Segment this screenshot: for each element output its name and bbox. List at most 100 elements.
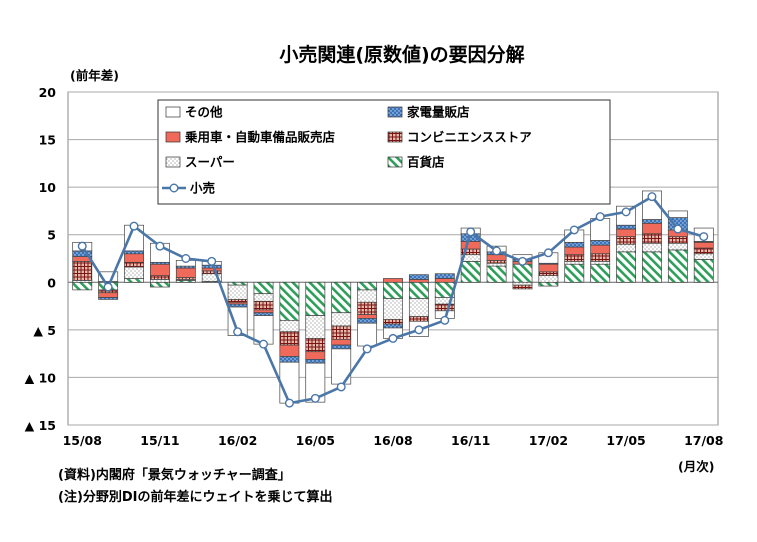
bar-segment: [460, 241, 481, 250]
bar-segment: [408, 274, 429, 280]
legend-swatch: [387, 106, 403, 118]
bar-segment: [383, 319, 403, 325]
retail-point: [673, 224, 683, 234]
bar-segment: [150, 263, 170, 276]
bar-segment: [253, 309, 274, 314]
x-tick-label: 15/11: [140, 433, 179, 448]
legend-swatch: [165, 156, 181, 168]
x-axis-label: (月次): [678, 459, 714, 474]
bar-segment: [667, 249, 688, 283]
x-tick-label: 17/02: [529, 433, 568, 448]
bar-segment: [667, 242, 688, 251]
bar-segment: [331, 339, 352, 346]
bar-segment: [538, 263, 559, 273]
y-tick-label: ▲ 5: [33, 323, 56, 338]
y-tick-label: 15: [39, 133, 56, 148]
y-tick-label: 20: [39, 85, 57, 100]
bar-segment: [305, 359, 326, 364]
legend-swatch: [387, 156, 403, 168]
bar-segment: [331, 325, 352, 340]
bar-segment: [538, 275, 559, 283]
bar-segment: [616, 251, 636, 283]
stacked-bars: [72, 190, 714, 404]
retail-point: [233, 327, 243, 337]
bar-segment: [667, 210, 688, 218]
bar-segment: [486, 265, 507, 283]
x-tick-label: 17/08: [684, 433, 723, 448]
legend-label: 家電量販店: [407, 105, 470, 120]
bar-segment: [227, 303, 248, 308]
bar-segment: [253, 293, 274, 302]
retail-point: [259, 339, 269, 349]
bar-segment: [408, 279, 429, 283]
bar-segment: [616, 243, 636, 253]
x-tick-label: 15/08: [63, 433, 102, 448]
bar-segment: [72, 281, 93, 291]
bar-segment: [227, 284, 248, 300]
legend-label: スーパー: [185, 155, 235, 170]
x-tick-label: 16/02: [218, 433, 257, 448]
bar-segment: [642, 242, 662, 253]
bar-segment: [564, 246, 585, 256]
bar-segment: [279, 281, 300, 321]
retail-point: [155, 241, 165, 251]
bar-segment: [564, 261, 585, 265]
bar-segment: [253, 312, 274, 316]
bar-segment: [305, 338, 326, 353]
bar-segment: [486, 254, 507, 261]
legend-swatch: [387, 131, 403, 143]
legend-swatch: [165, 106, 181, 118]
bar-segment: [305, 315, 326, 339]
bar-segment: [279, 319, 300, 333]
bar-segment: [564, 241, 585, 248]
bar-segment: [279, 361, 300, 404]
bar-segment: [150, 279, 170, 283]
bar-segment: [590, 218, 611, 241]
bar-segment: [408, 316, 429, 322]
retail-point: [517, 256, 527, 266]
retail-point: [77, 241, 87, 251]
bar-segment: [253, 300, 274, 311]
retail-point: [310, 393, 320, 403]
retail-point: [543, 248, 553, 258]
bar-segment: [150, 275, 170, 280]
bar-segment: [253, 281, 274, 295]
bar-segment: [124, 250, 144, 255]
bar-segment: [512, 281, 533, 286]
y-tick-label: 0: [47, 275, 56, 290]
bar-segment: [512, 284, 533, 290]
bar-segment: [434, 273, 455, 279]
retail-point: [466, 227, 476, 237]
y-tick-label: 5: [47, 228, 56, 243]
bar-segment: [538, 271, 559, 276]
bar-segment: [693, 241, 714, 249]
bar-segment: [383, 281, 403, 299]
legend-label: 乗用車・自動車備品販売店: [184, 130, 336, 145]
bar-segment: [98, 297, 119, 300]
retail-point: [699, 232, 709, 242]
retail-point: [129, 221, 139, 231]
retail-point: [492, 246, 502, 256]
legend-label: 小売: [189, 181, 216, 196]
bar-segment: [357, 314, 378, 319]
bar-segment: [98, 271, 119, 282]
retail-point: [595, 212, 605, 222]
retail-point: [284, 398, 294, 408]
legend-line-marker: [169, 183, 179, 193]
bar-segment: [305, 281, 326, 316]
bar-segment: [642, 219, 662, 224]
bar-segment: [383, 323, 403, 329]
bar-segment: [590, 253, 611, 262]
y-tick-label: 10: [39, 180, 57, 195]
legend-label: 百貨店: [407, 155, 445, 170]
bar-segment: [227, 281, 248, 286]
y-tick-label: ▲ 15: [25, 418, 56, 433]
bar-segment: [434, 278, 455, 283]
retail-point: [388, 333, 398, 343]
bar-segment: [408, 298, 429, 317]
bar-segment: [357, 289, 378, 303]
retail-point: [569, 225, 579, 235]
legend-box: [157, 99, 611, 205]
retail-point: [414, 325, 424, 335]
legend-label: その他: [185, 105, 223, 120]
